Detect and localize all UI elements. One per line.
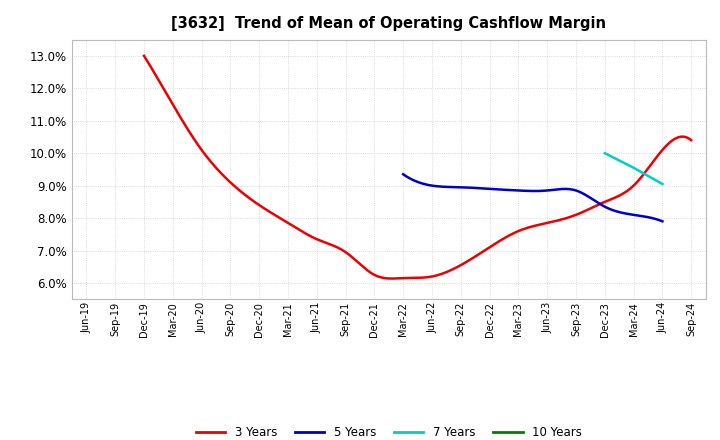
Legend: 3 Years, 5 Years, 7 Years, 10 Years: 3 Years, 5 Years, 7 Years, 10 Years [191,422,587,440]
Title: [3632]  Trend of Mean of Operating Cashflow Margin: [3632] Trend of Mean of Operating Cashfl… [171,16,606,32]
